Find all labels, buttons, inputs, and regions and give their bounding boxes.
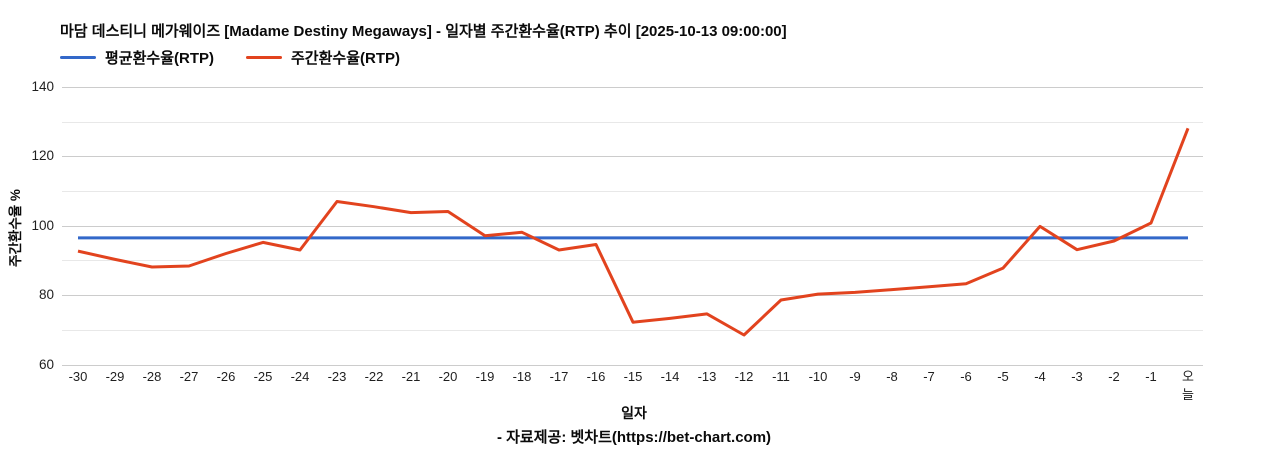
x-tick-label: -26 [216, 369, 236, 384]
y-tick-label: 60 [38, 356, 54, 372]
x-tick-label: -11 [772, 369, 790, 384]
x-tick-label: -4 [1034, 369, 1046, 384]
legend-label-average-rtp: 평균환수율(RTP) [105, 50, 214, 67]
legend-label-weekly-rtp: 주간환수율(RTP) [291, 50, 400, 67]
x-tick-label: -5 [997, 369, 1009, 384]
x-tick-label: -24 [290, 369, 310, 384]
x-tick-label: -7 [923, 369, 935, 384]
average-rtp-line-swatch [60, 56, 96, 59]
weekly-rtp-line[interactable] [77, 127, 1190, 337]
x-tick-label: -6 [960, 369, 972, 384]
x-tick-label: -29 [105, 369, 125, 384]
x-tick-label: -2 [1108, 369, 1120, 384]
y-axis-title: 주간환수율 % [8, 189, 23, 267]
x-tick-label: -19 [475, 369, 495, 384]
x-tick-label: -20 [438, 369, 458, 384]
x-tick-label: -15 [623, 369, 643, 384]
x-tick-label: -10 [808, 369, 828, 384]
legend-item-average-rtp[interactable]: 평균환수율(RTP) [60, 47, 214, 68]
chart-legend: 평균환수율(RTP) 주간환수율(RTP) [60, 47, 400, 68]
x-tick-label: -8 [886, 369, 898, 384]
x-tick-label: -28 [142, 369, 162, 384]
x-tick-label: -16 [586, 369, 606, 384]
x-tick-label: -18 [512, 369, 532, 384]
chart-title: 마담 데스티니 메가웨이즈 [Madame Destiny Megaways] … [60, 23, 787, 40]
x-tick-label: -9 [849, 369, 861, 384]
x-tick-label: -21 [401, 369, 421, 384]
x-tick-label: -13 [697, 369, 717, 384]
x-axis-title: 일자 [621, 405, 647, 421]
x-tick-label: -30 [68, 369, 88, 384]
x-tick-label: -27 [179, 369, 199, 384]
x-tick-label: -14 [660, 369, 680, 384]
weekly-rtp-line-swatch [246, 56, 282, 59]
legend-item-weekly-rtp[interactable]: 주간환수율(RTP) [246, 47, 400, 68]
x-tick-label: 오 늘 [1182, 369, 1194, 402]
y-tick-label: 140 [31, 79, 54, 94]
data-source-credit: - 자료제공: 벳차트(https://bet-chart.com) [496, 429, 772, 446]
x-tick-label: -25 [253, 369, 273, 384]
y-tick-label: 100 [31, 217, 54, 233]
x-tick-label: -17 [549, 369, 569, 384]
y-tick-label: 80 [38, 287, 54, 303]
x-tick-label: -22 [364, 369, 384, 384]
y-tick-label: 120 [31, 148, 54, 164]
x-tick-label: -12 [734, 369, 754, 384]
x-tick-label: -3 [1071, 369, 1083, 384]
x-tick-label: -23 [327, 369, 347, 384]
x-tick-label: -1 [1145, 369, 1157, 384]
